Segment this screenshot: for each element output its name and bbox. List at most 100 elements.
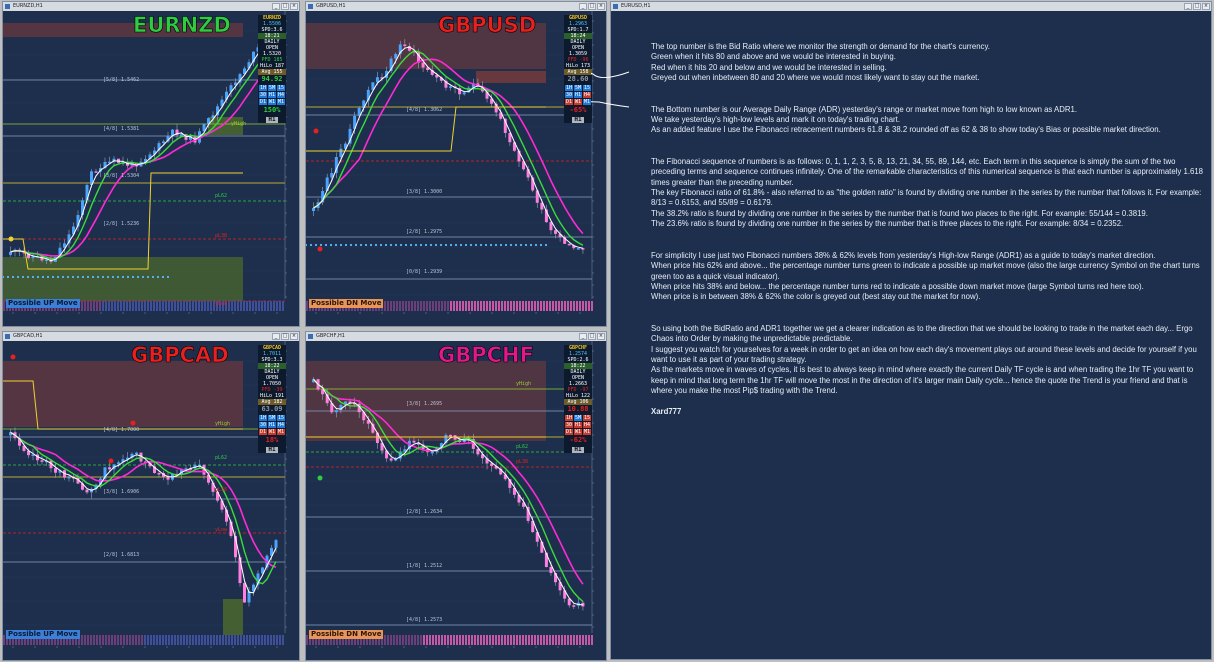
histogram-bar: [558, 635, 560, 645]
tf-m1[interactable]: M1: [583, 99, 591, 105]
histogram-bar: [207, 635, 209, 645]
maximize-button[interactable]: □: [588, 333, 596, 340]
histogram-bar: [498, 301, 500, 311]
tf-w1[interactable]: W1: [268, 429, 276, 435]
close-button[interactable]: ×: [290, 333, 298, 340]
notes-window[interactable]: EURUSD,H1 _ □ × The top number is the Bid …: [591, 1, 1212, 660]
window-title-bar[interactable]: EURUSD,H1 _ □ ×: [611, 2, 1211, 11]
candle-body: [567, 598, 571, 606]
tf-5m[interactable]: 5M: [268, 85, 276, 91]
minimize-button[interactable]: _: [272, 3, 280, 10]
tf-30[interactable]: 30: [259, 92, 267, 98]
tf-m1[interactable]: M1: [277, 99, 285, 105]
tf-w1[interactable]: W1: [574, 429, 582, 435]
window-title-bar[interactable]: GBPUSD,H1 _ □ ×: [306, 2, 606, 11]
candle-body: [558, 582, 562, 591]
window-title-bar[interactable]: GBPCHF,H1 _ □ ×: [306, 332, 606, 341]
candle-body: [9, 251, 12, 255]
dot-marker: [424, 243, 428, 247]
window-title-bar[interactable]: GBPCAD,H1 _ □ ×: [3, 332, 299, 341]
panel-avg: Avg 155: [258, 69, 286, 75]
price-chart[interactable]: EURNZD EURNZD 1.5506 SPD:3.6 18:21 DAILY…: [3, 11, 299, 326]
tf-d1[interactable]: D1: [565, 99, 573, 105]
tf-15[interactable]: 15: [583, 85, 591, 91]
histogram-bar: [459, 635, 461, 645]
tf-h1[interactable]: H1: [574, 92, 582, 98]
price-chart[interactable]: GBPCAD GBPCAD 1.7011 SPD:3.3 18:22 DAILY…: [3, 341, 299, 660]
panel-pfd: PFD 185: [261, 57, 283, 63]
tf-15[interactable]: 15: [277, 85, 285, 91]
moving-average-line: [313, 46, 584, 249]
candle-body: [535, 532, 539, 542]
price-chart[interactable]: GBPCHF GBPCHF 1.2574 SPD:2.6 18:22 DAILY…: [306, 341, 606, 660]
tf-h1[interactable]: H1: [268, 92, 276, 98]
chart-icon: [613, 4, 618, 9]
candle-body: [189, 468, 192, 470]
tf-m1[interactable]: M1: [583, 429, 591, 435]
tf-d1[interactable]: D1: [259, 429, 267, 435]
histogram-bar: [522, 301, 524, 311]
chart-canvas[interactable]: [306, 341, 606, 660]
chart-window-gbpchf[interactable]: GBPCHF,H1 _ □ × GBPCHF GBPCHF 1.2574 SPD:2…: [305, 331, 607, 661]
minimize-button[interactable]: _: [579, 333, 587, 340]
chart-canvas[interactable]: [3, 341, 299, 660]
maximize-button[interactable]: □: [1193, 3, 1201, 10]
histogram-bar: [261, 301, 263, 311]
tf-5m[interactable]: 5M: [268, 415, 276, 421]
big-symbol-label: GBPCAD: [131, 343, 229, 368]
tf-1h[interactable]: 1H: [565, 415, 573, 421]
histogram-bar: [258, 635, 260, 645]
minimize-button[interactable]: _: [579, 3, 587, 10]
tf-5m[interactable]: 5M: [574, 415, 582, 421]
tf-w1[interactable]: W1: [574, 99, 582, 105]
close-button[interactable]: ×: [597, 333, 605, 340]
histogram-bar: [582, 301, 584, 311]
window-title: GBPCAD,H1: [13, 333, 43, 339]
minimize-button[interactable]: _: [272, 333, 280, 340]
minimize-button[interactable]: _: [1184, 3, 1192, 10]
tf-m1[interactable]: M1: [277, 429, 285, 435]
candle-body: [162, 141, 165, 144]
moving-average-line: [10, 38, 277, 262]
tf-d1[interactable]: D1: [565, 429, 573, 435]
tf-1h[interactable]: 1H: [259, 415, 267, 421]
price-chart[interactable]: GBPUSD GBPUSD 1.2963 SPD:1.7 18:24 DAILY…: [306, 11, 606, 326]
tf-h4[interactable]: H4: [583, 92, 591, 98]
close-button[interactable]: ×: [290, 3, 298, 10]
tf-h1[interactable]: H1: [268, 422, 276, 428]
tf-30[interactable]: 30: [565, 422, 573, 428]
histogram-bar: [516, 635, 518, 645]
tf-15[interactable]: 15: [583, 415, 591, 421]
tf-1h[interactable]: 1H: [259, 85, 267, 91]
tf-h4[interactable]: H4: [583, 422, 591, 428]
tf-15[interactable]: 15: [277, 415, 285, 421]
histogram-bar: [420, 635, 422, 645]
level-label: [3/8] 1.6906: [103, 489, 140, 495]
histogram-bar: [573, 301, 575, 311]
tf-h1[interactable]: H1: [574, 422, 582, 428]
candle-body: [229, 85, 233, 92]
maximize-button[interactable]: □: [281, 333, 289, 340]
tf-h4[interactable]: H4: [277, 422, 285, 428]
tf-30[interactable]: 30: [565, 92, 573, 98]
tf-5m[interactable]: 5M: [574, 85, 582, 91]
tf-w1[interactable]: W1: [268, 99, 276, 105]
candle-body: [508, 132, 512, 143]
close-button[interactable]: ×: [1202, 3, 1210, 10]
maximize-button[interactable]: □: [588, 3, 596, 10]
window-title-bar[interactable]: EURNZD,H1 _ □ ×: [3, 2, 299, 11]
tf-d1[interactable]: D1: [259, 99, 267, 105]
chart-canvas[interactable]: [3, 11, 299, 326]
chart-window-gbpcad[interactable]: GBPCAD,H1 _ □ × GBPCAD GBPCAD 1.7011 SPD:3…: [2, 331, 300, 661]
tf-1h[interactable]: 1H: [565, 85, 573, 91]
text-line: As an added feature I use the Fibonacci …: [651, 125, 1161, 135]
chart-window-eurnzd[interactable]: EURNZD,H1 _ □ × EURNZD EURNZD 1.5506 SPD:3…: [2, 1, 300, 327]
close-button[interactable]: ×: [597, 3, 605, 10]
tf-h4[interactable]: H4: [277, 92, 285, 98]
chart-window-gbpusd[interactable]: GBPUSD,H1 _ □ × GBPUSD GBPUSD 1.2963 SPD:1…: [305, 1, 607, 327]
chart-canvas[interactable]: [306, 11, 606, 326]
tf-30[interactable]: 30: [259, 422, 267, 428]
window-title: EURNZD,H1: [13, 3, 43, 9]
maximize-button[interactable]: □: [281, 3, 289, 10]
